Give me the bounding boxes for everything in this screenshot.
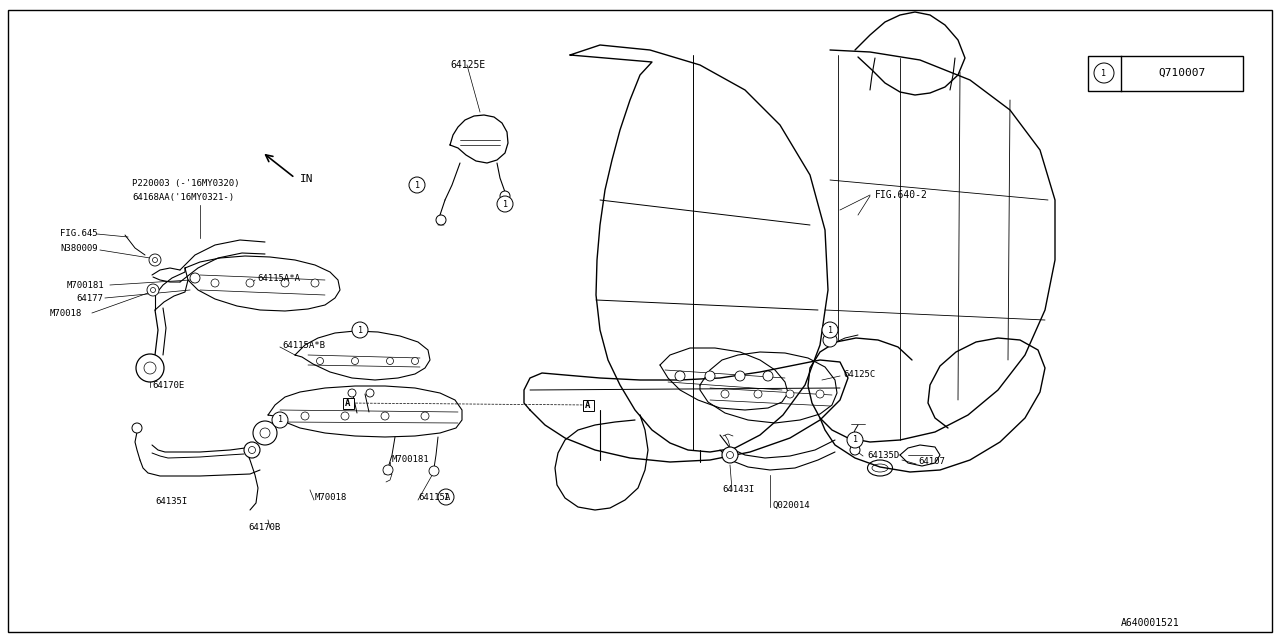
Text: 64135D: 64135D [867, 451, 900, 460]
Text: P220003 (-'16MY0320): P220003 (-'16MY0320) [132, 179, 239, 188]
Text: 64125E: 64125E [451, 60, 485, 70]
Text: 1: 1 [415, 180, 420, 189]
Text: A: A [585, 401, 590, 410]
Circle shape [847, 432, 863, 448]
Circle shape [763, 371, 773, 381]
Circle shape [817, 390, 824, 398]
Text: 64143I: 64143I [722, 486, 754, 495]
Text: M70018: M70018 [315, 493, 347, 502]
Text: 64115A*A: 64115A*A [257, 273, 300, 282]
Circle shape [301, 412, 308, 420]
Ellipse shape [868, 460, 892, 476]
Text: 64115A*B: 64115A*B [282, 340, 325, 349]
Text: FIG.645: FIG.645 [60, 228, 97, 237]
Circle shape [436, 215, 445, 225]
Circle shape [311, 279, 319, 287]
Circle shape [705, 371, 716, 381]
Circle shape [211, 279, 219, 287]
Circle shape [348, 389, 356, 397]
Text: A: A [346, 399, 351, 408]
Circle shape [189, 273, 200, 283]
Text: 1: 1 [278, 415, 283, 424]
Text: N380009: N380009 [60, 243, 97, 253]
Text: 64168AA('16MY0321-): 64168AA('16MY0321-) [132, 193, 234, 202]
Circle shape [410, 177, 425, 193]
Text: 1: 1 [1102, 68, 1106, 77]
Circle shape [754, 390, 762, 398]
Bar [1088, 56, 1243, 91]
Ellipse shape [872, 464, 888, 472]
Circle shape [387, 358, 393, 365]
Text: 1: 1 [357, 326, 362, 335]
Circle shape [282, 279, 289, 287]
Circle shape [500, 191, 509, 201]
Circle shape [823, 333, 837, 347]
Bar [343, 397, 353, 408]
Text: 1: 1 [852, 435, 858, 445]
Text: 1: 1 [443, 493, 448, 502]
Text: 64170B: 64170B [248, 524, 280, 532]
Circle shape [735, 371, 745, 381]
Text: 64177: 64177 [76, 294, 102, 303]
Circle shape [152, 257, 157, 262]
Text: FIG.640-2: FIG.640-2 [876, 190, 928, 200]
Circle shape [429, 466, 439, 476]
Circle shape [244, 442, 260, 458]
Circle shape [1094, 63, 1114, 83]
Text: M700181: M700181 [67, 280, 105, 289]
Text: 64135I: 64135I [155, 497, 187, 506]
Circle shape [721, 390, 730, 398]
Circle shape [383, 465, 393, 475]
Circle shape [273, 412, 288, 428]
Circle shape [340, 412, 349, 420]
Circle shape [438, 489, 454, 505]
Text: 64107: 64107 [918, 458, 945, 467]
Circle shape [822, 322, 838, 338]
Text: 64115A: 64115A [419, 493, 451, 502]
Circle shape [246, 279, 253, 287]
Text: Q020014: Q020014 [772, 500, 810, 509]
Circle shape [316, 358, 324, 365]
Text: M700181: M700181 [392, 456, 430, 465]
Circle shape [147, 284, 159, 296]
Circle shape [145, 362, 156, 374]
Circle shape [850, 445, 860, 455]
Circle shape [253, 421, 276, 445]
Text: IN: IN [300, 174, 314, 184]
Circle shape [675, 371, 685, 381]
Circle shape [727, 451, 733, 458]
Text: 64170E: 64170E [152, 381, 184, 390]
Circle shape [497, 196, 513, 212]
Text: 1: 1 [827, 326, 832, 335]
Circle shape [151, 287, 155, 292]
Circle shape [411, 358, 419, 365]
Text: A640001521: A640001521 [1120, 618, 1179, 628]
Circle shape [148, 254, 161, 266]
Circle shape [132, 423, 142, 433]
Circle shape [722, 447, 739, 463]
Circle shape [136, 354, 164, 382]
Circle shape [366, 389, 374, 397]
Circle shape [248, 447, 256, 454]
Text: Q710007: Q710007 [1158, 68, 1206, 78]
Circle shape [352, 358, 358, 365]
Bar [582, 399, 594, 410]
Circle shape [421, 412, 429, 420]
Text: M70018: M70018 [50, 308, 82, 317]
Circle shape [260, 428, 270, 438]
Circle shape [352, 322, 369, 338]
Text: 1: 1 [503, 200, 507, 209]
Circle shape [381, 412, 389, 420]
Text: 64125C: 64125C [844, 369, 876, 378]
Circle shape [786, 390, 794, 398]
